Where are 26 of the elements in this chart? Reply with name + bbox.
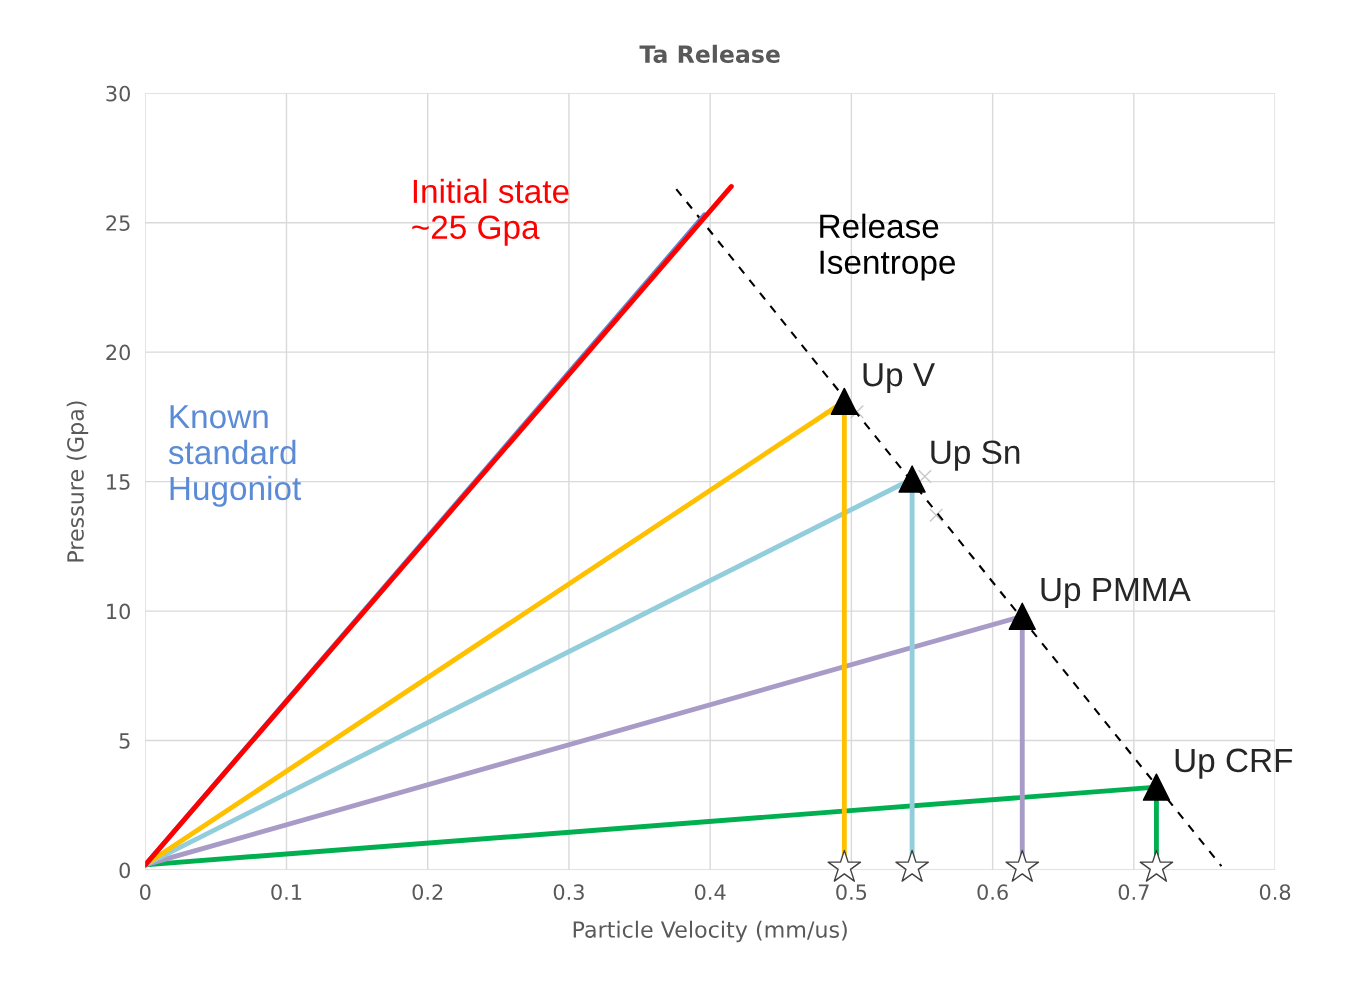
x-tick-label: 0.5 bbox=[836, 884, 867, 900]
chart-title: Ta Release bbox=[639, 44, 780, 64]
x-axis-title: Particle Velocity (mm/us) bbox=[573, 920, 847, 943]
y-tick-label: 10 bbox=[107, 603, 130, 620]
annotation: Up CRF bbox=[1175, 748, 1293, 779]
y-tick-label: 5 bbox=[119, 733, 130, 749]
annotation: Up V bbox=[863, 363, 935, 394]
annotation: Up Sn bbox=[931, 440, 1020, 471]
y-tick-label: 20 bbox=[106, 344, 130, 361]
text: Known standard Hugoniot bbox=[168, 405, 302, 507]
x-tick-label: 0.2 bbox=[412, 884, 443, 900]
y-tick-label: 0 bbox=[119, 862, 130, 879]
y-tick-label: 25 bbox=[106, 215, 130, 231]
y-axis-title: Pressure (Gpa) bbox=[66, 401, 89, 562]
series-label: Release Isentrope bbox=[820, 213, 955, 281]
y-tick-label: 30 bbox=[106, 85, 130, 102]
x-tick-label: 0 bbox=[140, 884, 151, 900]
x-tick-label: 0.1 bbox=[271, 884, 302, 900]
x-tick-label: 0.3 bbox=[553, 884, 584, 900]
x-tick-label: 0.7 bbox=[1118, 884, 1149, 900]
x-tick-label: 0.6 bbox=[977, 884, 1008, 900]
x-tick-label: 0.8 bbox=[1259, 884, 1291, 900]
text: Initial state ~25 Gpa bbox=[412, 178, 569, 246]
y-tick-label: 15 bbox=[107, 474, 130, 490]
x-tick-label: 0.4 bbox=[694, 884, 726, 900]
annotation: Up PMMA bbox=[1041, 578, 1191, 608]
